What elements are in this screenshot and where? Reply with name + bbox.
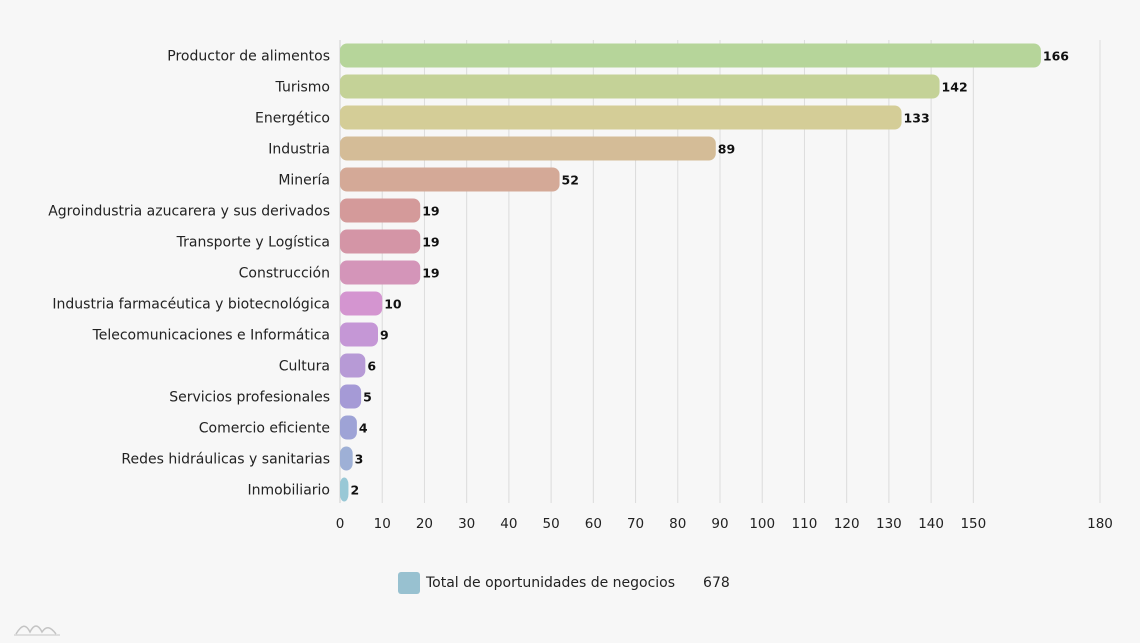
value-label: 4: [359, 421, 368, 436]
bar[interactable]: [340, 384, 362, 409]
value-label: 142: [942, 80, 968, 95]
value-label: 5: [363, 390, 372, 405]
bar[interactable]: [340, 198, 421, 223]
legend-total: 678: [703, 575, 730, 591]
bar[interactable]: [340, 43, 1041, 68]
x-tick-label: 0: [336, 516, 345, 532]
x-tick-label: 150: [960, 516, 986, 532]
bar[interactable]: [340, 291, 383, 316]
bar[interactable]: [340, 322, 378, 347]
x-tick-label: 30: [458, 516, 475, 532]
category-label: Transporte y Logística: [176, 235, 330, 251]
x-tick-label: 140: [918, 516, 944, 532]
value-label: 19: [422, 235, 439, 250]
x-tick-label: 130: [876, 516, 902, 532]
bar-chart: Productor de alimentos 166 Turismo 142 Energ…: [48, 40, 1113, 532]
value-label: 10: [384, 297, 402, 312]
value-label: 6: [367, 359, 376, 374]
bar[interactable]: [340, 446, 353, 471]
category-label: Agroindustria azucarera y sus derivados: [48, 204, 330, 220]
value-label: 19: [422, 204, 439, 219]
bar[interactable]: [340, 105, 902, 130]
category-label: Construcción: [239, 266, 330, 282]
x-tick-label: 100: [749, 516, 775, 532]
legend[interactable]: Total de oportunidades de negocios 678: [398, 570, 730, 596]
x-tick-label: 80: [669, 516, 686, 532]
x-tick-label: 120: [834, 516, 860, 532]
bar[interactable]: [340, 136, 716, 161]
value-label: 2: [350, 483, 359, 498]
value-label: 166: [1043, 49, 1069, 64]
value-label: 9: [380, 328, 389, 343]
bar[interactable]: [340, 167, 560, 192]
category-label: Comercio eficiente: [199, 421, 330, 437]
value-label: 89: [718, 142, 735, 157]
brand-logo-icon: [14, 625, 60, 636]
category-label: Minería: [278, 173, 330, 189]
category-label: Servicios profesionales: [169, 390, 330, 406]
bar[interactable]: [340, 229, 421, 254]
value-label: 19: [422, 266, 439, 281]
x-tick-label: 90: [711, 516, 728, 532]
bar[interactable]: [340, 415, 357, 440]
x-tick-label: 50: [543, 516, 560, 532]
value-label: 52: [562, 173, 579, 188]
category-label: Redes hidráulicas y sanitarias: [121, 452, 330, 468]
category-label: Cultura: [279, 359, 330, 375]
category-label: Inmobiliario: [247, 483, 330, 499]
bar[interactable]: [340, 353, 366, 378]
x-tick-label: 60: [585, 516, 602, 532]
category-label: Energético: [255, 111, 330, 127]
category-label: Productor de alimentos: [167, 49, 330, 65]
legend-swatch[interactable]: [398, 572, 420, 594]
value-label: 3: [355, 452, 364, 467]
value-label: 133: [904, 111, 930, 126]
category-label: Telecomunicaciones e Informática: [92, 328, 330, 344]
x-tick-label: 110: [792, 516, 818, 532]
bar[interactable]: [340, 260, 421, 285]
x-tick-label: 20: [416, 516, 433, 532]
category-label: Industria farmacéutica y biotecnológica: [52, 297, 330, 313]
x-tick-label: 10: [374, 516, 391, 532]
x-tick-label: 70: [627, 516, 644, 532]
x-tick-label: 40: [500, 516, 517, 532]
category-label: Turismo: [275, 80, 330, 96]
x-tick-label: 180: [1087, 516, 1113, 532]
bar[interactable]: [340, 477, 349, 502]
legend-label[interactable]: Total de oportunidades de negocios: [426, 575, 676, 591]
category-label: Industria: [268, 142, 330, 158]
bar[interactable]: [340, 74, 940, 99]
